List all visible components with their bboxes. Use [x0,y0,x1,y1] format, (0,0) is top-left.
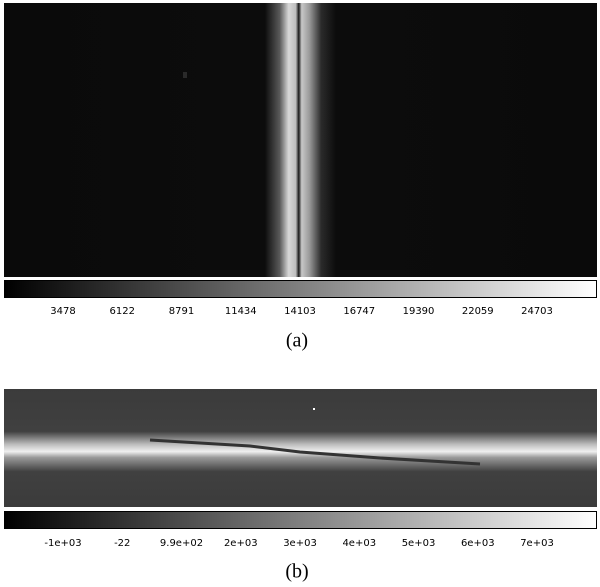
colorbar-tick-label: 16747 [343,306,375,317]
colorbar-tick-label: 8791 [169,306,194,317]
caption: (b) [285,561,308,583]
dot [313,408,315,410]
colorbar-tick-label: -1e+03 [44,538,81,549]
colorbar-tick-label: 4e+03 [342,538,376,549]
caption: (a) [286,330,308,352]
panel-a [4,3,597,298]
streak [149,438,481,466]
colorbar-b [4,511,597,529]
image-a [4,3,597,277]
colorbar-tick-label: 11434 [225,306,257,317]
colorbar-tick-label: 22059 [462,306,494,317]
colorbar-tick-label: 14103 [284,306,316,317]
colorbar-tick-label: -22 [114,538,130,549]
colorbar-a [4,280,597,298]
colorbar-tick-label: 6e+03 [461,538,495,549]
image-b [4,389,597,507]
colorbar-tick-label: 3e+03 [283,538,317,549]
colorbar-tick-label: 9.9e+02 [160,538,203,549]
colorbar-tick-label: 19390 [403,306,435,317]
panel-b [4,389,597,529]
colorbar-tick-label: 6122 [110,306,135,317]
colorbar-tick-label: 3478 [50,306,75,317]
colorbar-tick-label: 5e+03 [402,538,436,549]
colorbar-tick-label: 24703 [521,306,553,317]
colorbar-tick-label: 2e+03 [224,538,258,549]
speck [183,72,187,78]
colorbar-tick-label: 7e+03 [520,538,554,549]
